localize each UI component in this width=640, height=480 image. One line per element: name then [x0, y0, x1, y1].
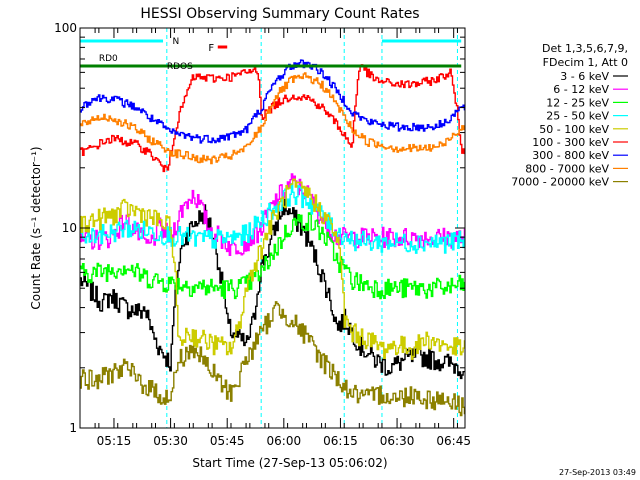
legend-item-4-label: 50 - 100 keV	[539, 123, 609, 136]
footer-timestamp: 27-Sep-2013 03:49	[559, 468, 636, 477]
x-tick-label-3: 06:00	[267, 434, 302, 448]
series-2-line	[80, 212, 466, 300]
legend: Det 1,3,5,6,7,9, FDecim 1, Att 0 3 - 6 k…	[511, 42, 628, 189]
series-5-line	[80, 64, 466, 173]
y-axis-label: Count Rate (s⁻¹ detector⁻¹)	[29, 146, 43, 309]
series-4-line	[80, 178, 466, 360]
legend-item-5-label: 100 - 300 keV	[532, 136, 609, 149]
legend-item-3-label: 25 - 50 keV	[546, 110, 609, 123]
legend-item-6-label: 300 - 800 keV	[532, 149, 609, 162]
y-tick-label-2: 100	[54, 21, 77, 35]
axes-layer: 1 10 100 05:15 05:30 05:45 06:00 06:15 06:30 06:4…	[54, 21, 471, 448]
legend-header-line-2: FDecim 1, Att 0	[543, 56, 628, 69]
x-axis-label: Start Time (27-Sep-13 05:06:02)	[192, 456, 387, 470]
series-1-line	[80, 173, 466, 256]
legend-item-0-label: 3 - 6 keV	[560, 70, 609, 83]
legend-item-8-label: 7000 - 20000 keV	[511, 176, 609, 189]
series-8-line	[80, 301, 466, 417]
legend-header-line-1: Det 1,3,5,6,7,9,	[542, 42, 628, 55]
legend-item-7-label: 800 - 7000 keV	[525, 162, 609, 175]
n-label: N	[172, 37, 179, 47]
series-7-line	[80, 72, 466, 165]
chart-title: HESSI Observing Summary Count Rates	[140, 6, 419, 22]
series-3-line	[80, 183, 466, 254]
x-tick-label-4: 06:15	[323, 434, 358, 448]
series-6-line	[80, 59, 466, 144]
legend-item-1-label: 6 - 12 keV	[553, 83, 609, 96]
x-tick-label-0: 05:15	[97, 434, 132, 448]
x-tick-label-5: 06:30	[380, 434, 415, 448]
x-tick-label-1: 05:30	[153, 434, 188, 448]
x-tick-label-6: 06:45	[436, 434, 471, 448]
f-label: F	[208, 43, 214, 54]
y-tick-label-0: 1	[69, 421, 77, 435]
legend-item-2-label: 12 - 25 keV	[546, 96, 609, 109]
rdos-label: RDOS	[167, 62, 193, 72]
y-tick-label-1: 10	[62, 221, 77, 235]
data-layer: RD0 RDOS N F	[80, 28, 466, 428]
rd0-label: RD0	[99, 54, 118, 64]
x-tick-label-2: 05:45	[210, 434, 245, 448]
